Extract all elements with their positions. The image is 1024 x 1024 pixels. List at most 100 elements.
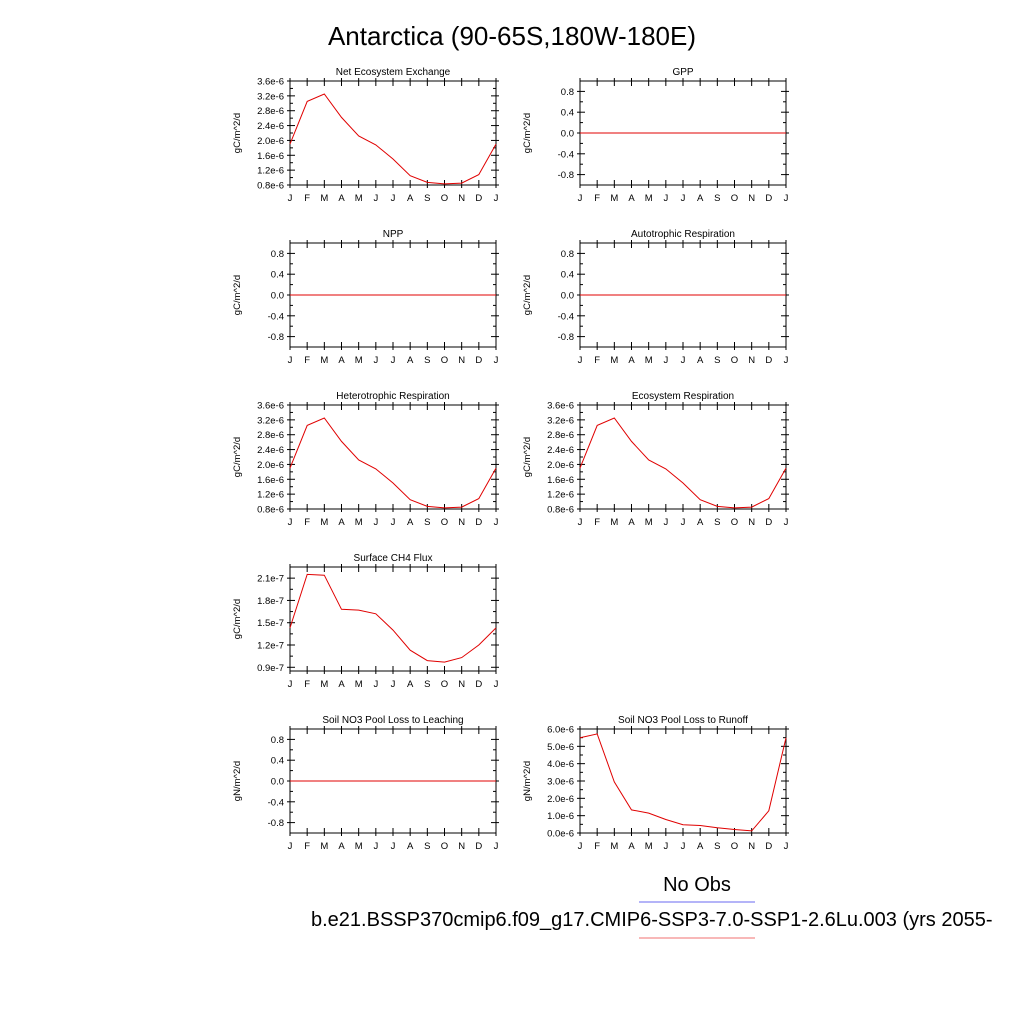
- series-line: [289, 573, 497, 663]
- y-tick-label: 5.0e-6: [547, 742, 574, 753]
- x-tick-label: A: [628, 517, 635, 528]
- x-tick-label: S: [424, 517, 430, 528]
- y-tick-label: 2.4e-6: [257, 121, 284, 132]
- y-tick-label: -0.4: [268, 311, 284, 322]
- y-tick-label: 4.0e-6: [547, 759, 574, 770]
- x-tick-label: J: [391, 841, 396, 852]
- y-axis-label: gC/m^2/d: [522, 275, 533, 315]
- x-tick-label: M: [355, 517, 363, 528]
- y-tick-label: 0.8e-6: [547, 505, 574, 516]
- y-tick-label: 6.0e-6: [547, 725, 574, 736]
- y-tick-label: 1.5e-7: [257, 618, 284, 629]
- x-tick-label: M: [320, 355, 328, 366]
- y-tick-label: 0.8: [561, 249, 574, 260]
- y-tick-label: 0.8e-6: [257, 181, 284, 192]
- y-tick-label: 2.8e-6: [257, 106, 284, 117]
- x-tick-label: A: [407, 679, 414, 690]
- legend-case-label: b.e21.BSSP370cmip6.f09_g17.CMIP6-SSP3-7.…: [311, 909, 993, 931]
- x-tick-label: M: [610, 517, 618, 528]
- x-tick-label: J: [288, 841, 293, 852]
- x-tick-label: J: [681, 841, 686, 852]
- x-tick-label: A: [407, 355, 414, 366]
- y-tick-label: 0.8: [271, 735, 284, 746]
- y-tick-label: 2.0e-6: [257, 136, 284, 147]
- y-tick-label: 2.8e-6: [547, 430, 574, 441]
- y-tick-label: 2.8e-6: [257, 430, 284, 441]
- x-tick-label: A: [697, 193, 704, 204]
- y-tick-label: -0.8: [558, 332, 574, 343]
- x-tick-label: J: [578, 355, 583, 366]
- y-tick-label: 1.6e-6: [547, 475, 574, 486]
- y-axis-label: gC/m^2/d: [522, 113, 533, 153]
- x-tick-label: J: [578, 841, 583, 852]
- y-tick-label: 1.2e-7: [257, 641, 284, 652]
- x-tick-label: M: [645, 193, 653, 204]
- x-tick-label: O: [441, 841, 448, 852]
- x-tick-label: J: [391, 355, 396, 366]
- y-tick-label: 1.2e-6: [547, 490, 574, 501]
- x-tick-label: M: [610, 355, 618, 366]
- x-tick-label: M: [355, 679, 363, 690]
- y-axis-label: gC/m^2/d: [232, 437, 243, 477]
- x-tick-label: O: [731, 841, 738, 852]
- y-axis-label: gC/m^2/d: [522, 437, 533, 477]
- x-tick-label: O: [441, 517, 448, 528]
- panel-title: Soil NO3 Pool Loss to Leaching: [322, 715, 463, 726]
- y-tick-label: 0.4: [561, 270, 574, 281]
- x-tick-label: A: [338, 517, 345, 528]
- legend: No Obs b.e21.BSSP370cmip6.f09_g17.CMIP6-…: [311, 874, 993, 939]
- x-tick-label: J: [681, 193, 686, 204]
- x-tick-label: J: [663, 355, 668, 366]
- x-tick-label: J: [578, 193, 583, 204]
- y-tick-label: 0.0: [271, 777, 284, 788]
- x-tick-label: D: [765, 193, 772, 204]
- x-tick-label: J: [578, 517, 583, 528]
- x-tick-label: N: [748, 517, 755, 528]
- x-tick-label: J: [681, 355, 686, 366]
- x-tick-label: J: [784, 355, 789, 366]
- legend-obs-label: No Obs: [663, 874, 731, 896]
- series-line: [289, 417, 497, 509]
- x-tick-label: J: [288, 193, 293, 204]
- x-tick-label: J: [494, 193, 499, 204]
- x-tick-label: A: [338, 355, 345, 366]
- x-tick-label: A: [628, 355, 635, 366]
- x-tick-label: A: [338, 841, 345, 852]
- y-tick-label: 0.8e-6: [257, 505, 284, 516]
- y-tick-label: 2.0e-6: [547, 460, 574, 471]
- x-tick-label: D: [475, 679, 482, 690]
- x-tick-label: O: [441, 355, 448, 366]
- x-tick-label: S: [424, 679, 430, 690]
- y-tick-label: 1.0e-6: [547, 811, 574, 822]
- y-tick-label: 3.2e-6: [547, 415, 574, 426]
- x-tick-label: J: [391, 679, 396, 690]
- x-tick-label: J: [663, 193, 668, 204]
- x-tick-label: S: [424, 841, 430, 852]
- x-tick-label: J: [373, 355, 378, 366]
- x-tick-label: O: [441, 679, 448, 690]
- y-tick-label: 2.0e-6: [257, 460, 284, 471]
- x-tick-label: D: [475, 841, 482, 852]
- x-tick-label: J: [663, 841, 668, 852]
- panel-title: Soil NO3 Pool Loss to Runoff: [618, 715, 748, 726]
- plot-frame: [579, 728, 787, 834]
- series-line: [579, 417, 787, 509]
- x-tick-label: N: [748, 841, 755, 852]
- plot-frame: [289, 404, 497, 510]
- y-tick-label: -0.8: [268, 818, 284, 829]
- x-tick-label: F: [304, 355, 310, 366]
- x-tick-label: O: [441, 193, 448, 204]
- x-tick-label: A: [407, 193, 414, 204]
- x-tick-label: M: [645, 355, 653, 366]
- y-tick-label: -0.8: [268, 332, 284, 343]
- panel-title: NPP: [383, 229, 404, 240]
- x-tick-label: J: [391, 193, 396, 204]
- y-tick-label: 2.4e-6: [257, 445, 284, 456]
- y-tick-label: 0.4: [271, 270, 284, 281]
- x-tick-label: J: [373, 841, 378, 852]
